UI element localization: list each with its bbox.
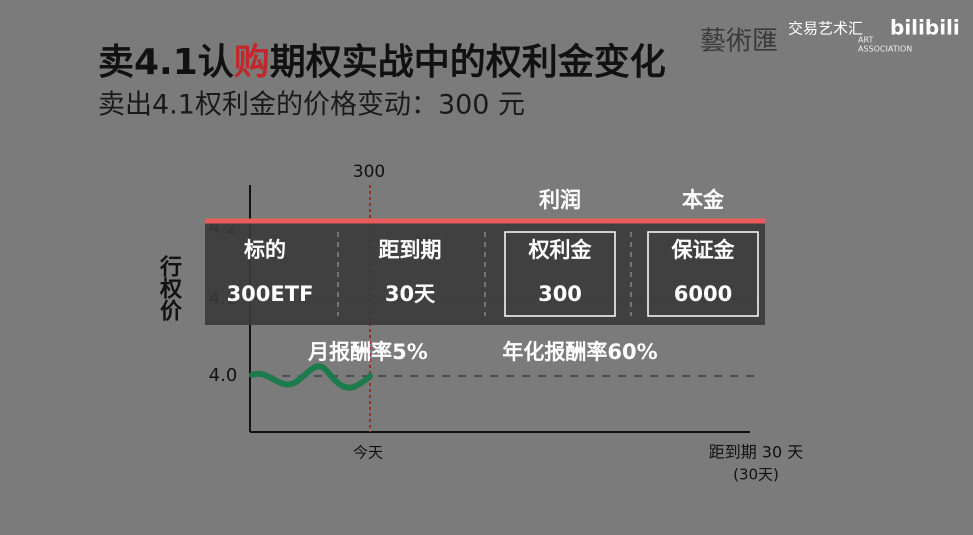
- title-part: 购: [234, 42, 270, 83]
- title-part: 期权实战中的权利金变化: [270, 41, 666, 83]
- table-cell: 6000: [674, 282, 732, 306]
- table-cell: 标的: [244, 238, 286, 262]
- column-header: 本金: [682, 188, 725, 212]
- subtitle: 卖出4.1权利金的价格变动：300 元: [98, 90, 525, 121]
- title-part: 卖4.1认: [98, 42, 234, 83]
- y-axis-label: 行权价: [156, 254, 183, 322]
- marker-label: 300: [353, 162, 385, 182]
- watermark-site: bilibili: [890, 16, 960, 40]
- title: 卖4.1认购期权实战中的权利金变化: [98, 41, 666, 83]
- box: [504, 231, 616, 317]
- table-cell: 300ETF: [227, 282, 314, 306]
- table-cell: 权利金: [528, 238, 593, 262]
- logo: 藝術匯: [700, 27, 778, 57]
- note: 月报酬率5%: [307, 340, 428, 364]
- column-header: 利润: [539, 188, 581, 212]
- watermark-channel: 交易艺术汇: [788, 20, 863, 38]
- x-label: 今天: [353, 444, 383, 462]
- table-cell: 30天: [385, 282, 436, 306]
- logo-small: ASSOCIATION: [858, 45, 912, 54]
- price-path: [249, 363, 373, 391]
- x-label: (30天): [733, 466, 779, 484]
- x-label: 距到期 30 天: [709, 443, 804, 462]
- box: [647, 231, 759, 317]
- logo-small: ART: [858, 36, 873, 45]
- table-cell: 保证金: [671, 238, 736, 262]
- table-cell: 距到期: [379, 238, 442, 262]
- note: 年化报酬率60%: [502, 340, 657, 364]
- y-tick-label: 4.0: [209, 365, 238, 386]
- table-cell: 300: [538, 282, 582, 306]
